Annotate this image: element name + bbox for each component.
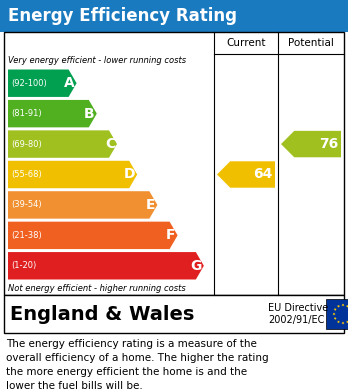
Text: England & Wales: England & Wales bbox=[10, 305, 195, 323]
Polygon shape bbox=[346, 305, 348, 308]
Text: G: G bbox=[190, 259, 202, 273]
Text: Not energy efficient - higher running costs: Not energy efficient - higher running co… bbox=[8, 284, 186, 293]
Bar bbox=[4, 32, 344, 295]
Text: E: E bbox=[146, 198, 156, 212]
FancyBboxPatch shape bbox=[0, 0, 348, 32]
Text: Current: Current bbox=[226, 38, 266, 48]
Text: Very energy efficient - lower running costs: Very energy efficient - lower running co… bbox=[8, 56, 186, 65]
Text: (1-20): (1-20) bbox=[11, 261, 36, 270]
Text: C: C bbox=[105, 137, 115, 151]
Polygon shape bbox=[8, 70, 77, 97]
Polygon shape bbox=[332, 313, 335, 316]
Bar bbox=[326, 299, 348, 329]
Text: F: F bbox=[166, 228, 176, 242]
Text: (55-68): (55-68) bbox=[11, 170, 42, 179]
Text: (69-80): (69-80) bbox=[11, 140, 42, 149]
Bar bbox=[4, 295, 344, 333]
Text: (81-91): (81-91) bbox=[11, 109, 42, 118]
Polygon shape bbox=[8, 161, 137, 188]
Text: The energy efficiency rating is a measure of the
overall efficiency of a home. T: The energy efficiency rating is a measur… bbox=[6, 339, 269, 391]
Polygon shape bbox=[8, 252, 204, 280]
Polygon shape bbox=[8, 100, 97, 127]
Text: (92-100): (92-100) bbox=[11, 79, 47, 88]
Polygon shape bbox=[337, 305, 340, 308]
Text: 76: 76 bbox=[319, 137, 338, 151]
Polygon shape bbox=[337, 321, 340, 323]
Text: A: A bbox=[64, 76, 74, 90]
Text: B: B bbox=[84, 107, 95, 121]
Polygon shape bbox=[341, 322, 345, 325]
Text: (39-54): (39-54) bbox=[11, 201, 42, 210]
Polygon shape bbox=[334, 308, 337, 311]
Text: (21-38): (21-38) bbox=[11, 231, 42, 240]
Text: Energy Efficiency Rating: Energy Efficiency Rating bbox=[8, 7, 237, 25]
Polygon shape bbox=[281, 131, 341, 157]
Polygon shape bbox=[346, 321, 348, 323]
Polygon shape bbox=[8, 130, 117, 158]
Text: D: D bbox=[124, 167, 135, 181]
Text: Potential: Potential bbox=[288, 38, 334, 48]
Polygon shape bbox=[8, 191, 157, 219]
Text: 64: 64 bbox=[253, 167, 272, 181]
Text: EU Directive
2002/91/EC: EU Directive 2002/91/EC bbox=[268, 303, 328, 325]
Polygon shape bbox=[334, 317, 337, 320]
Polygon shape bbox=[217, 161, 275, 188]
Polygon shape bbox=[8, 222, 177, 249]
Polygon shape bbox=[341, 304, 345, 307]
